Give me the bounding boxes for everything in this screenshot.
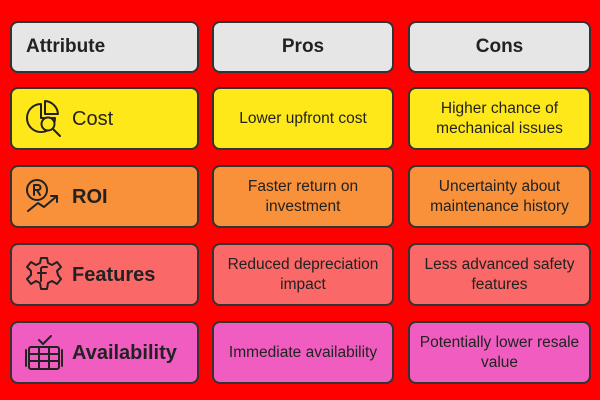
gear-f-icon bbox=[24, 255, 64, 295]
checklist-stack-icon bbox=[24, 333, 64, 373]
attribute-label: Features bbox=[72, 263, 156, 286]
cons-text: Potentially lower resale value bbox=[419, 333, 580, 371]
pros-cell: Faster return on investment bbox=[212, 165, 394, 228]
cons-text: Uncertainty about maintenance history bbox=[430, 177, 569, 215]
header-attribute-label: Attribute bbox=[26, 36, 106, 57]
header-attribute: Attribute bbox=[10, 21, 199, 73]
pros-text: Faster return on investment bbox=[247, 177, 359, 215]
pros-text: Lower upfront cost bbox=[239, 109, 367, 127]
pros-cell: Immediate availability bbox=[212, 321, 394, 384]
header-cons: Cons bbox=[408, 21, 591, 73]
attribute-roi: ROI bbox=[10, 165, 199, 228]
header-pros-label: Pros bbox=[281, 36, 325, 57]
header-cons-label: Cons bbox=[475, 36, 524, 57]
cons-cell: Higher chance of mechanical issues bbox=[408, 87, 591, 150]
attribute-label: Cost bbox=[72, 107, 114, 130]
cons-cell: Uncertainty about maintenance history bbox=[408, 165, 591, 228]
cons-cell: Potentially lower resale value bbox=[408, 321, 591, 384]
attribute-features: Features bbox=[10, 243, 199, 306]
attribute-label: Availability bbox=[72, 341, 177, 364]
pros-text: Reduced depreciation impact bbox=[227, 255, 379, 293]
pie-chart-magnifier-icon bbox=[24, 99, 64, 139]
pros-text: Immediate availability bbox=[228, 343, 378, 361]
attribute-cost: Cost bbox=[10, 87, 199, 150]
cons-text: Less advanced safety features bbox=[424, 255, 575, 293]
pros-cell: Reduced depreciation impact bbox=[212, 243, 394, 306]
cons-cell: Less advanced safety features bbox=[408, 243, 591, 306]
attribute-availability: Availability bbox=[10, 321, 199, 384]
rupee-growth-icon bbox=[24, 177, 64, 217]
attribute-label: ROI bbox=[72, 185, 108, 208]
cons-text: Higher chance of mechanical issues bbox=[436, 99, 563, 137]
header-pros: Pros bbox=[212, 21, 394, 73]
pros-cell: Lower upfront cost bbox=[212, 87, 394, 150]
